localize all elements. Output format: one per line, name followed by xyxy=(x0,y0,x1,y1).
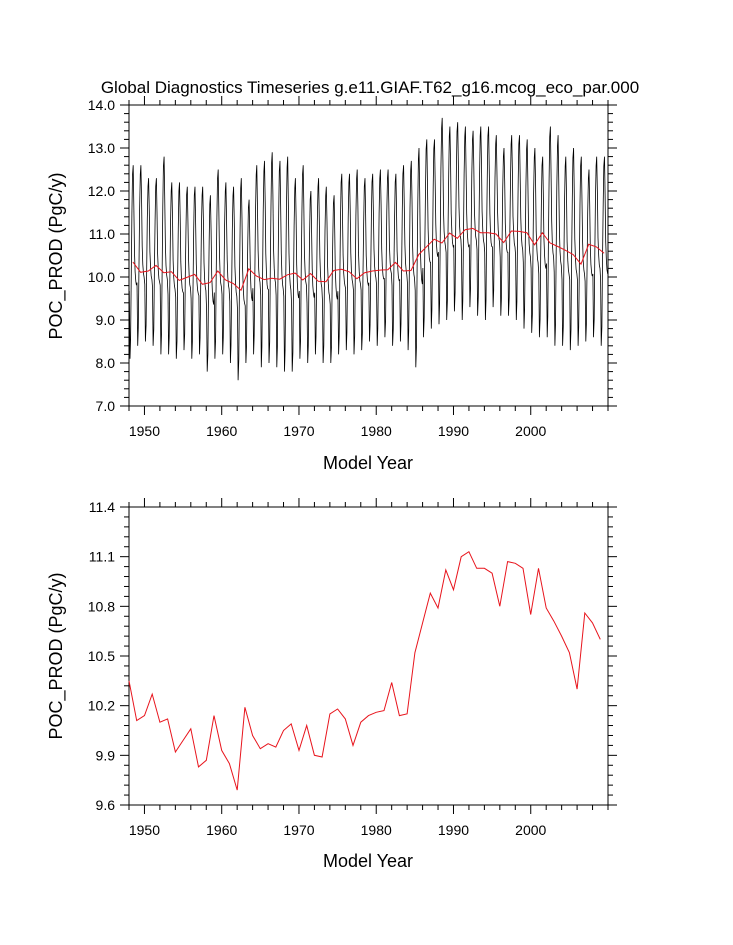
y-tick-label: 10.5 xyxy=(88,648,115,664)
y-tick-label: 10.8 xyxy=(88,598,115,614)
y-tick-label: 7.0 xyxy=(96,398,116,414)
figure-title: Global Diagnostics Timeseries g.e11.GIAF… xyxy=(101,78,639,97)
y-tick-label: 9.6 xyxy=(96,797,116,813)
bottom-panel: 1950 1960 1970 1980 1990 2000 9.6 9.9 10.2 10.5 10… xyxy=(46,498,617,871)
x-tick-label: 1950 xyxy=(129,423,160,439)
x-axis-label: Model Year xyxy=(323,453,413,473)
monthly-series-line xyxy=(129,117,608,381)
annual-mean-line-bottom xyxy=(128,550,601,791)
y-tick-label: 8.0 xyxy=(96,355,116,371)
x-tick-label: 1990 xyxy=(438,423,469,439)
annual-mean-line-top xyxy=(132,227,605,292)
y-tick-label: 9.9 xyxy=(96,747,116,763)
x-tick-label: 2000 xyxy=(515,423,546,439)
plot-frame xyxy=(128,506,609,806)
y-axis-label: POC_PROD (PgC/y) xyxy=(46,572,67,739)
x-tick-label: 1990 xyxy=(438,822,469,838)
x-tick-label: 1970 xyxy=(283,423,314,439)
y-tick-label: 14.0 xyxy=(88,97,115,113)
top-panel: 1950 1960 1970 1980 1990 2000 7.0 8.0 9.0 10.0 11.… xyxy=(46,96,617,473)
x-tick-label: 2000 xyxy=(515,822,546,838)
y-tick-label: 12.0 xyxy=(88,183,115,199)
y-tick-label: 10.0 xyxy=(88,269,115,285)
x-tick-label: 1970 xyxy=(283,822,314,838)
x-axis-label: Model Year xyxy=(323,851,413,871)
plot-frame xyxy=(128,104,609,407)
x-tick-label: 1980 xyxy=(361,822,392,838)
x-tick-label: 1960 xyxy=(206,822,237,838)
y-tick-label: 11.0 xyxy=(89,226,115,242)
y-tick-label: 9.0 xyxy=(96,312,116,328)
x-tick-label: 1980 xyxy=(361,423,392,439)
y-tick-label: 10.2 xyxy=(88,698,115,714)
y-tick-label: 13.0 xyxy=(88,140,115,156)
y-tick-label: 11.4 xyxy=(89,499,115,515)
y-axis-label: POC_PROD (PgC/y) xyxy=(46,172,67,339)
y-tick-label: 11.1 xyxy=(89,549,115,565)
x-tick-label: 1950 xyxy=(129,822,160,838)
x-tick-label: 1960 xyxy=(206,423,237,439)
